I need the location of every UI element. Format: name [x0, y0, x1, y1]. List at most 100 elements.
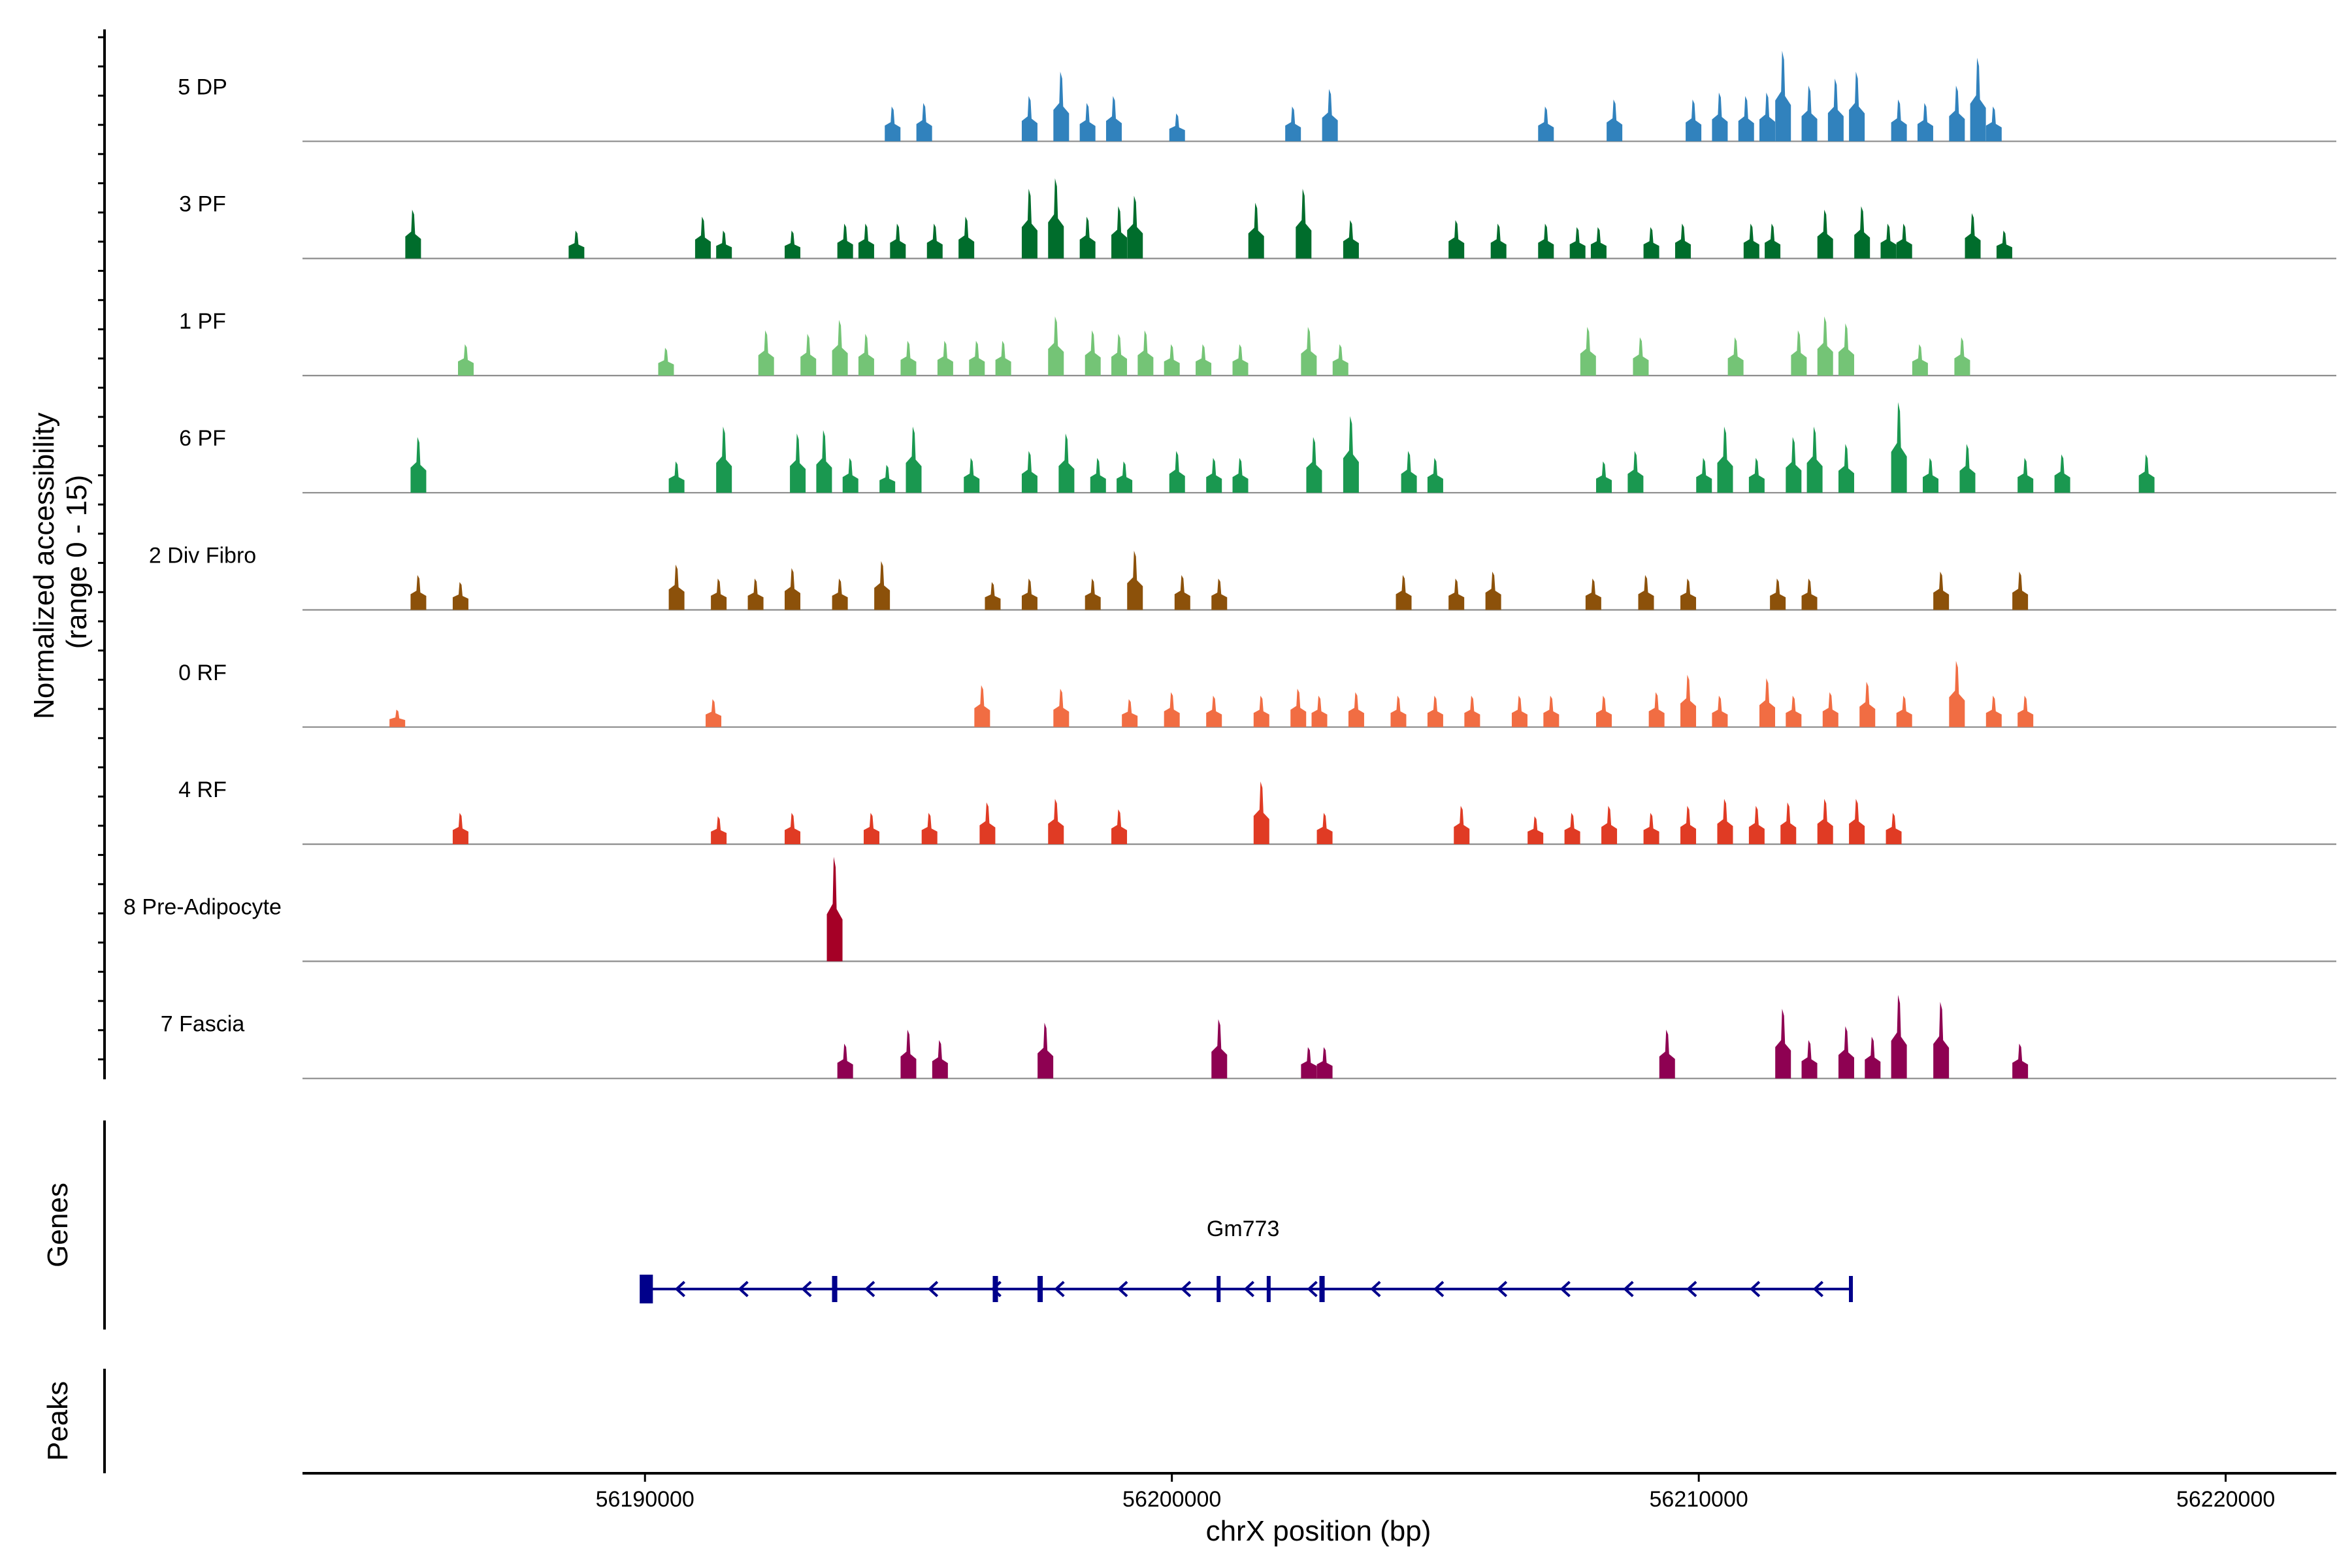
coverage-peak	[1607, 99, 1623, 142]
coverage-peak	[1806, 426, 1823, 493]
coverage-peak	[1786, 436, 1802, 493]
gene-exon	[832, 1276, 838, 1302]
track-label: 4 RF	[178, 777, 227, 802]
x-axis-tick-label: 56220000	[2176, 1487, 2275, 1512]
coverage-peak	[906, 426, 922, 493]
coverage-peak	[1021, 95, 1037, 142]
coverage-peak	[1021, 188, 1037, 259]
strand-arrow	[1117, 1281, 1128, 1298]
coverage-peak	[1827, 78, 1844, 142]
coverage-peak	[785, 230, 801, 259]
coverage-peak	[816, 430, 832, 493]
coverage-peak	[1880, 223, 1897, 259]
coverage-peak	[668, 461, 685, 493]
coverage-peak	[1206, 695, 1222, 727]
coverage-peak	[1923, 457, 1939, 493]
coverage-peak	[1401, 451, 1417, 493]
gene-exon	[1266, 1276, 1271, 1302]
coverage-peak	[858, 333, 874, 376]
coverage-peak	[1727, 337, 1744, 376]
coverage-peak	[1627, 451, 1644, 493]
coverage-peak	[452, 581, 468, 610]
coverage-peak	[1079, 103, 1096, 142]
coverage-peak	[1838, 444, 1854, 493]
coverage-peak	[452, 813, 468, 845]
coverage-peak	[1079, 216, 1096, 259]
coverage-peak	[1985, 106, 2002, 142]
coverage-peak	[1169, 451, 1185, 493]
coverage-peak	[832, 319, 848, 376]
strand-arrow	[1812, 1281, 1823, 1298]
coverage-peak	[1564, 813, 1580, 845]
coverage-peak	[837, 1043, 853, 1079]
coverage-peak	[858, 223, 874, 259]
track-label: 8 Pre-Adipocyte	[123, 894, 282, 919]
coverage-peak	[405, 209, 421, 259]
coverage-peak	[1211, 578, 1228, 610]
coverage-peak	[1659, 1030, 1675, 1079]
track-0-rf: 0 RF	[178, 661, 2336, 728]
coverage-peak	[1643, 813, 1659, 845]
coverage-peak	[1174, 575, 1190, 610]
coverage-peak	[1801, 578, 1818, 610]
gene-name-label: Gm773	[1207, 1217, 1280, 1241]
strand-arrow	[1370, 1281, 1381, 1298]
coverage-peak	[1538, 223, 1554, 259]
coverage-peak	[1048, 178, 1064, 259]
coverage-peak	[1490, 223, 1507, 259]
coverage-peak	[1585, 578, 1601, 610]
coverage-peak	[842, 457, 858, 493]
coverage-peak	[985, 581, 1001, 610]
coverage-peak	[826, 857, 843, 962]
coverage-peak	[389, 710, 406, 727]
track-label: 0 RF	[178, 661, 227, 685]
strand-arrow	[1749, 1281, 1761, 1298]
coverage-peak	[1896, 695, 1912, 727]
coverage-peak	[1738, 95, 1754, 142]
coverage-peak	[790, 433, 806, 493]
coverage-peak	[711, 578, 727, 610]
coverage-peak	[1595, 695, 1612, 727]
coverage-peak	[1838, 323, 1854, 376]
coverage-peak	[958, 216, 975, 259]
track-label: 7 Fascia	[161, 1012, 245, 1037]
coverage-peak	[1849, 71, 1865, 142]
coverage-peak	[1085, 578, 1101, 610]
strand-arrow	[1243, 1281, 1254, 1298]
coverage-peak	[1791, 330, 1807, 376]
coverage-peak	[1206, 457, 1222, 493]
track-6-pf: 6 PF	[179, 402, 2336, 494]
coverage-peak	[1838, 1026, 1854, 1079]
coverage-peak	[1959, 444, 1976, 493]
coverage-peak	[1105, 95, 1122, 142]
coverage-peak	[1954, 337, 1970, 376]
coverage-peak	[758, 330, 774, 376]
coverage-peak	[410, 575, 427, 610]
coverage-peak	[1296, 188, 1312, 259]
gene-exon	[1037, 1276, 1043, 1302]
coverage-peak	[1454, 806, 1470, 845]
coverage-peak	[1316, 1047, 1333, 1079]
coverage-peak	[969, 340, 985, 376]
coverage-peak	[1817, 316, 1833, 376]
coverage-peak	[879, 465, 896, 493]
x-axis-tick-label: 56200000	[1122, 1487, 1221, 1512]
coverage-peak	[1580, 327, 1596, 376]
y-axis-label-line-2: (range 0 - 15)	[61, 475, 93, 649]
coverage-peak	[926, 223, 943, 259]
strand-arrow	[1307, 1281, 1318, 1298]
coverage-peak	[1765, 223, 1781, 259]
coverage-peak	[1917, 103, 1933, 142]
coverage-peak	[874, 561, 890, 610]
coverage-peak	[1543, 695, 1560, 727]
coverage-peak	[410, 436, 427, 493]
coverage-peak	[658, 348, 674, 376]
coverage-peak	[1822, 692, 1838, 727]
coverage-peak	[1891, 402, 1907, 493]
coverage-peak	[1048, 798, 1064, 845]
coverage-peak	[1712, 92, 1728, 142]
coverage-peak	[1511, 695, 1527, 727]
coverage-peak	[1865, 1036, 1881, 1079]
coverage-peak	[1301, 1047, 1317, 1079]
coverage-peak	[568, 230, 585, 259]
